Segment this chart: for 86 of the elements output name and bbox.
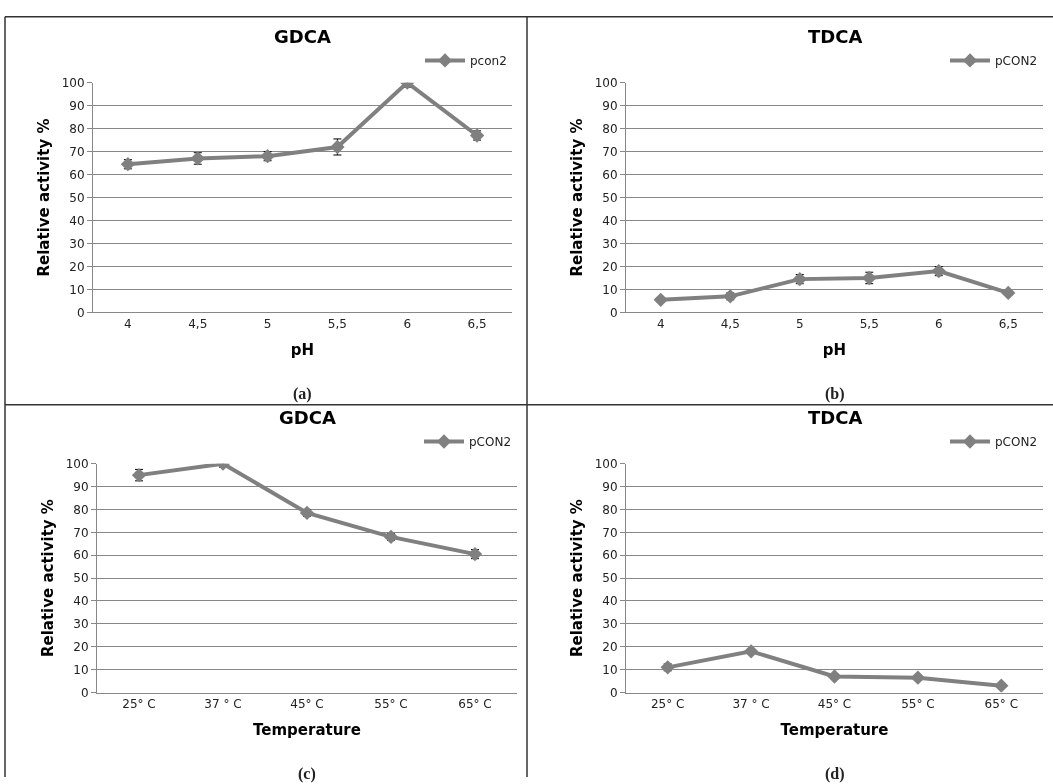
- legend-label: pCON2: [469, 435, 512, 450]
- y-tick-label: 30: [73, 617, 89, 632]
- x-tick-label: 25° C: [650, 696, 685, 711]
- x-tick-label: 55° C: [901, 696, 935, 711]
- x-tick-label: 65° C: [458, 696, 492, 711]
- x-tick-label: 6,5: [467, 316, 487, 331]
- x-tick-label: 37 ° C: [732, 696, 770, 711]
- y-tick-label: 50: [602, 190, 618, 205]
- x-axis-title: Temperature: [253, 720, 361, 739]
- x-axis-title: Temperature: [780, 720, 889, 739]
- y-tick-label: 100: [65, 456, 89, 471]
- text: (a): [293, 385, 312, 403]
- y-tick-label: 40: [602, 213, 618, 228]
- y-tick-label: 40: [73, 594, 89, 609]
- x-tick-label: 5: [263, 316, 272, 331]
- y-tick-label: 30: [69, 236, 85, 251]
- y-tick-label: 20: [602, 639, 618, 654]
- y-tick-label: 0: [80, 685, 89, 700]
- x-tick-label: 6: [934, 316, 943, 331]
- y-tick-label: 30: [602, 236, 618, 251]
- x-axis-title: pH: [290, 340, 315, 359]
- y-tick-label: 60: [69, 167, 85, 182]
- x-tick-label: 5,5: [859, 316, 879, 331]
- legend-label: pcon2: [470, 54, 507, 69]
- legend-label: pCON2: [995, 54, 1038, 69]
- y-tick-label: 70: [602, 525, 618, 540]
- y-tick-label: 90: [73, 479, 89, 494]
- y-tick-label: 90: [602, 479, 618, 494]
- y-tick-label: 80: [73, 502, 89, 517]
- chart-title: GDCA: [279, 407, 336, 428]
- y-tick-label: 80: [602, 502, 618, 517]
- y-tick-label: 10: [602, 282, 618, 297]
- x-tick-label: 4,5: [188, 316, 208, 331]
- x-tick-label: 45° C: [817, 696, 852, 711]
- y-tick-label: 60: [73, 548, 89, 563]
- x-tick-label: 4: [656, 316, 665, 331]
- y-tick-label: 80: [602, 121, 618, 136]
- y-tick-label: 50: [602, 571, 618, 586]
- y-tick-label: 10: [73, 662, 89, 677]
- x-tick-label: 4,5: [720, 316, 740, 331]
- x-axis-title: pH: [822, 340, 847, 359]
- x-tick-label: 6: [403, 316, 412, 331]
- y-tick-label: 0: [609, 305, 618, 320]
- y-tick-label: 40: [602, 594, 618, 609]
- text: (d): [825, 765, 845, 783]
- y-tick-label: 10: [69, 282, 85, 297]
- y-axis-title: Relative activity %: [38, 499, 57, 658]
- y-tick-label: 0: [609, 685, 618, 700]
- y-tick-label: 50: [69, 190, 85, 205]
- y-tick-label: 90: [69, 98, 85, 113]
- y-axis-title: Relative activity %: [567, 499, 586, 658]
- chart-title: GDCA: [274, 26, 331, 47]
- y-tick-label: 70: [69, 144, 85, 159]
- y-tick-label: 20: [69, 259, 85, 274]
- y-tick-label: 70: [602, 144, 618, 159]
- y-tick-label: 80: [69, 121, 85, 136]
- x-tick-label: 65° C: [984, 696, 1019, 711]
- x-tick-label: 4: [124, 316, 132, 331]
- y-tick-label: 20: [602, 259, 618, 274]
- y-axis-title: Relative activity %: [34, 118, 53, 277]
- y-tick-label: 90: [602, 98, 618, 113]
- y-tick-label: 50: [73, 571, 89, 586]
- y-tick-label: 30: [602, 617, 618, 632]
- text: (b): [825, 385, 845, 403]
- x-tick-label: 5: [795, 316, 804, 331]
- text: (c): [298, 765, 316, 783]
- y-tick-label: 40: [69, 213, 85, 228]
- x-tick-label: 55° C: [374, 696, 408, 711]
- x-tick-label: 45° C: [290, 696, 324, 711]
- y-tick-label: 100: [61, 75, 85, 90]
- y-tick-label: 60: [602, 548, 618, 563]
- chart-title: TDCA: [808, 26, 863, 47]
- legend-label: pCON2: [995, 435, 1038, 450]
- y-tick-label: 10: [602, 662, 618, 677]
- y-tick-label: 100: [594, 75, 618, 90]
- y-tick-label: 20: [73, 639, 89, 654]
- y-tick-label: 70: [73, 525, 89, 540]
- x-tick-label: 37 ° C: [204, 696, 242, 711]
- x-tick-label: 25° C: [122, 696, 156, 711]
- y-tick-label: 60: [602, 167, 618, 182]
- x-tick-label: 6,5: [998, 316, 1018, 331]
- y-tick-label: 100: [594, 456, 618, 471]
- x-tick-label: 5,5: [327, 316, 347, 331]
- chart-title: TDCA: [808, 407, 863, 428]
- y-tick-label: 0: [76, 305, 85, 320]
- y-axis-title: Relative activity %: [567, 118, 586, 277]
